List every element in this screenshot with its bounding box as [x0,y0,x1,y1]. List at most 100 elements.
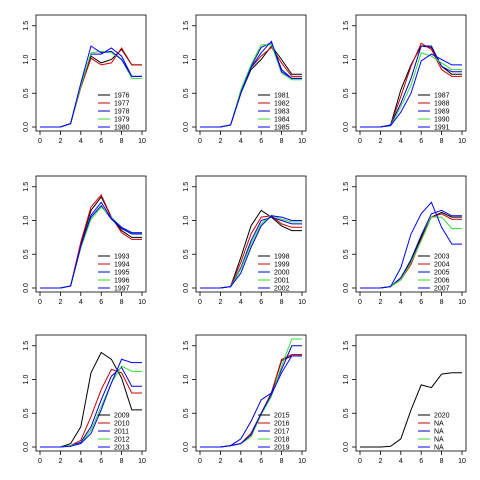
series-line-2007 [360,201,462,289]
legend-label: 2000 [274,270,290,277]
x-tick-label: 6 [419,458,423,465]
legend-label: NA [434,421,444,428]
legend-label: 1998 [274,254,290,261]
y-tick-label: 0.0 [23,442,30,452]
x-tick-label: 2 [378,458,382,465]
x-tick-label: 10 [458,458,466,465]
x-tick-label: 10 [138,299,146,306]
y-tick-label: 0.0 [343,283,350,293]
x-tick-label: 2 [218,458,222,465]
legend-label: 1976 [114,93,130,100]
x-tick-label: 4 [79,138,83,145]
y-tick-label: 0.0 [23,283,30,293]
x-tick-label: 6 [99,299,103,306]
x-tick-label: 8 [440,138,444,145]
x-tick-label: 8 [280,299,284,306]
x-tick-label: 6 [259,458,263,465]
y-tick-label: 1.5 [23,21,30,31]
legend-label: 2016 [274,421,290,428]
x-tick-label: 8 [280,138,284,145]
x-tick-label: 8 [440,299,444,306]
legend-label: 2004 [434,262,450,269]
legend-label: 1994 [114,262,130,269]
y-tick-label: 1.0 [23,55,30,65]
y-tick-label: 0.5 [343,88,350,98]
y-tick-label: 0.0 [183,283,190,293]
x-tick-label: 2 [58,138,62,145]
y-tick-label: 0.5 [23,408,30,418]
x-tick-label: 6 [99,138,103,145]
y-tick-label: 1.5 [343,341,350,351]
legend-label: 2006 [434,278,450,285]
legend-label: 1995 [114,270,130,277]
x-tick-label: 4 [79,299,83,306]
x-tick-label: 10 [298,458,306,465]
x-tick-label: 2 [378,299,382,306]
legend-label: 2012 [114,437,130,444]
x-tick-label: 0 [358,138,362,145]
series-line-1991 [360,53,462,128]
legend-label: 1987 [434,93,450,100]
series-line-1997 [40,201,142,289]
y-tick-label: 1.0 [343,216,350,226]
legend-label: 1980 [114,125,130,132]
legend-label: NA [434,429,444,436]
legend-label: 2020 [434,413,450,420]
x-tick-label: 6 [419,299,423,306]
x-tick-label: 6 [259,138,263,145]
y-tick-label: 0.5 [183,88,190,98]
legend-label: 1989 [434,109,450,116]
y-tick-label: 0.5 [23,249,30,259]
plot-frame [355,334,467,452]
x-tick-label: 8 [280,458,284,465]
legend-label: 2005 [434,270,450,277]
plot-frame [195,175,307,293]
legend-label: 2001 [274,278,290,285]
x-tick-label: 0 [358,299,362,306]
x-tick-label: 10 [138,138,146,145]
x-tick-label: 8 [440,458,444,465]
y-tick-label: 0.0 [343,122,350,132]
legend-label: 1996 [114,278,130,285]
y-tick-label: 0.5 [183,249,190,259]
y-tick-label: 0.5 [23,88,30,98]
legend-label: 2019 [274,445,290,452]
y-tick-label: 1.0 [23,216,30,226]
x-tick-label: 10 [298,299,306,306]
plot-frame [35,14,147,132]
x-tick-label: 10 [138,458,146,465]
y-tick-label: 1.0 [183,55,190,65]
legend-label: 1978 [114,109,130,116]
series-line-2020 [360,372,462,448]
legend-label: 1982 [274,101,290,108]
x-tick-label: 2 [378,138,382,145]
legend-label: 2003 [434,254,450,261]
legend-label: 2017 [274,429,290,436]
x-tick-label: 0 [38,458,42,465]
legend-label: 1985 [274,125,290,132]
series-line-1980 [40,45,142,128]
legend-label: 1984 [274,117,290,124]
y-tick-label: 1.5 [183,21,190,31]
y-tick-label: 1.5 [183,341,190,351]
x-tick-label: 4 [239,138,243,145]
x-tick-label: 10 [458,138,466,145]
x-tick-label: 2 [218,299,222,306]
x-tick-label: 10 [458,299,466,306]
y-tick-label: 1.0 [183,216,190,226]
x-tick-label: 8 [120,458,124,465]
legend-label: 2009 [114,413,130,420]
x-tick-label: 0 [198,299,202,306]
y-tick-label: 0.5 [183,408,190,418]
legend-label: 2013 [114,445,130,452]
series-line-1985 [200,40,302,128]
y-tick-label: 1.0 [343,375,350,385]
legend-label: 1979 [114,117,130,124]
legend-label: 1990 [434,117,450,124]
y-tick-label: 1.0 [343,55,350,65]
